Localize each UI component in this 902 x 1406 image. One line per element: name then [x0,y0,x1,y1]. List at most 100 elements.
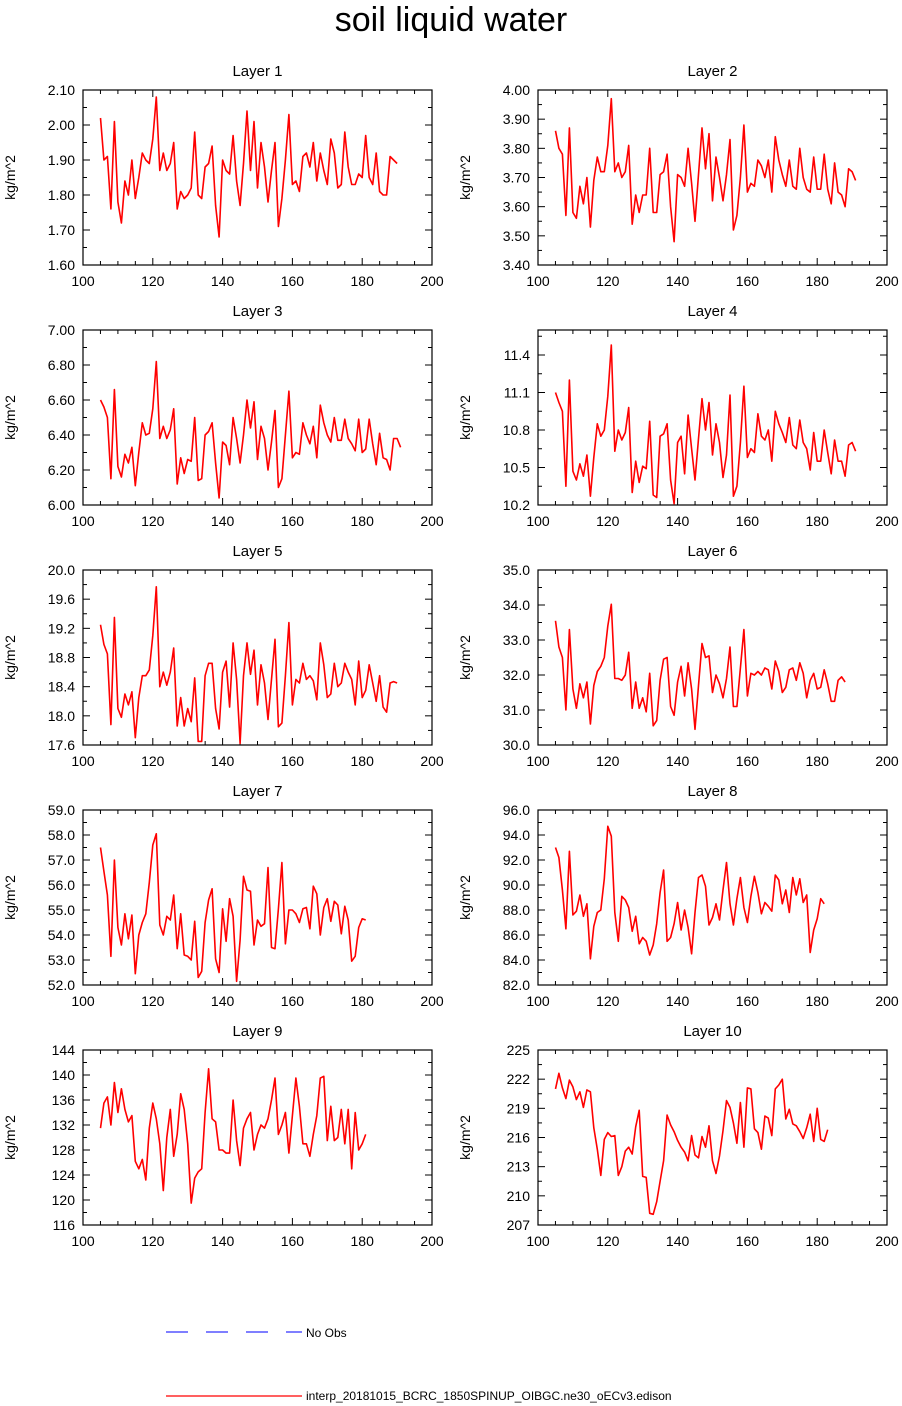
series-line [99,1068,367,1204]
x-tick-label: 100 [526,753,550,769]
chart-panel-8: Layer 8 kg/m^2 100 120 140 160 180 200 82.0 84.0 8… [457,783,899,1009]
y-tick-label: 19.2 [48,620,75,636]
y-tick-label: 18.0 [48,708,75,724]
x-tick-label: 100 [71,993,95,1009]
y-tick-label: 34.0 [503,597,530,613]
y-tick-label: 58.0 [48,827,75,843]
series-line [99,585,398,745]
x-tick-label: 200 [420,273,444,289]
x-tick-label: 180 [806,993,830,1009]
y-tick-label: 128 [52,1142,76,1158]
y-tick-label: 6.80 [48,357,75,373]
y-tick-label: 84.0 [503,952,530,968]
x-tick-label: 180 [806,273,830,289]
x-tick-label: 200 [875,1233,899,1249]
x-tick-label: 120 [141,273,165,289]
series-line [99,832,366,983]
y-tick-label: 7.00 [48,322,75,338]
y-tick-label: 33.0 [503,632,530,648]
x-tick-label: 120 [596,993,620,1009]
series-line [554,97,857,243]
x-tick-label: 200 [875,993,899,1009]
x-tick-label: 120 [141,993,165,1009]
plot-frame [82,809,433,986]
y-axis-label: kg/m^2 [2,1115,18,1160]
y-tick-label: 17.6 [48,737,75,753]
y-tick-label: 11.1 [504,385,530,401]
page-title: soil liquid water [334,1,568,39]
y-tick-label: 136 [52,1092,76,1108]
x-tick-label: 140 [211,513,235,529]
y-tick-label: 11.4 [504,347,530,363]
x-tick-label: 160 [736,273,760,289]
chart-panel-5: Layer 5 kg/m^2 100 120 140 160 180 200 17.6 18.0 1… [2,543,444,769]
x-tick-label: 160 [281,273,305,289]
x-tick-label: 140 [666,273,690,289]
y-tick-label: 210 [507,1188,531,1204]
x-tick-label: 100 [71,1233,95,1249]
y-tick-label: 6.60 [48,392,75,408]
chart-panel-9: Layer 9 kg/m^2 100 120 140 160 180 200 116 120 124… [2,1023,444,1249]
y-tick-label: 31.0 [503,702,530,718]
y-tick-label: 94.0 [503,827,530,843]
x-tick-label: 100 [526,513,550,529]
y-tick-label: 219 [507,1100,531,1116]
panel-title: Layer 10 [683,1023,741,1040]
y-tick-label: 10.2 [503,497,530,513]
y-tick-label: 56.0 [48,877,75,893]
x-tick-label: 180 [351,273,375,289]
y-tick-label: 19.6 [48,591,75,607]
x-tick-label: 140 [211,753,235,769]
y-tick-label: 20.0 [48,562,75,578]
y-tick-label: 18.8 [48,650,75,666]
chart-panel-7: Layer 7 kg/m^2 100 120 140 160 180 200 52.0 53.0 5… [2,783,444,1009]
x-tick-label: 200 [420,993,444,1009]
x-tick-label: 100 [71,273,95,289]
x-tick-label: 200 [420,513,444,529]
y-tick-label: 88.0 [503,902,530,918]
y-tick-label: 30.0 [503,737,530,753]
x-tick-label: 140 [666,753,690,769]
y-tick-label: 120 [52,1192,76,1208]
panel-title: Layer 4 [687,303,737,320]
y-tick-label: 144 [52,1042,76,1058]
x-tick-label: 200 [875,753,899,769]
y-tick-label: 116 [53,1217,76,1233]
panel-title: Layer 7 [232,783,282,800]
y-tick-label: 225 [507,1042,531,1058]
x-tick-label: 180 [806,1233,830,1249]
x-tick-label: 100 [526,993,550,1009]
y-axis-label: kg/m^2 [457,395,473,440]
y-tick-label: 86.0 [503,927,530,943]
x-tick-label: 140 [666,1233,690,1249]
x-tick-label: 180 [351,1233,375,1249]
panel-title: Layer 8 [687,783,737,800]
x-tick-label: 180 [806,753,830,769]
y-tick-label: 10.5 [503,460,530,476]
y-tick-label: 3.50 [503,228,530,244]
series-line [554,1072,829,1216]
y-tick-label: 132 [52,1117,76,1133]
x-tick-label: 120 [596,273,620,289]
x-tick-label: 160 [736,753,760,769]
y-tick-label: 35.0 [503,562,530,578]
y-tick-label: 6.40 [48,427,75,443]
y-axis-label: kg/m^2 [2,635,18,680]
y-tick-label: 96.0 [503,802,530,818]
y-tick-label: 3.90 [503,111,530,127]
y-tick-label: 92.0 [503,852,530,868]
y-tick-label: 1.60 [48,257,75,273]
x-tick-label: 200 [420,753,444,769]
series-line [99,96,398,238]
panel-title: Layer 5 [232,543,282,560]
x-tick-label: 200 [875,513,899,529]
series-line [554,603,846,731]
y-tick-label: 3.40 [503,257,530,273]
x-tick-label: 140 [666,513,690,529]
x-tick-label: 160 [736,993,760,1009]
x-tick-label: 160 [281,753,305,769]
y-tick-label: 53.0 [48,952,75,968]
y-tick-label: 90.0 [503,877,530,893]
x-tick-label: 100 [526,273,550,289]
y-tick-label: 3.80 [503,140,530,156]
